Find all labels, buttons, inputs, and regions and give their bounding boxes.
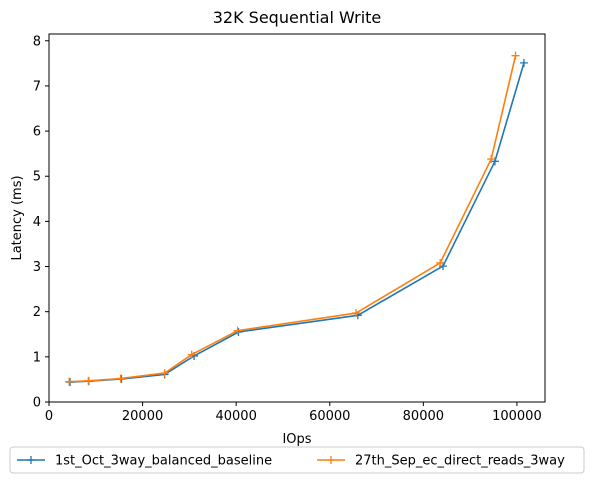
plot-frame [48, 33, 546, 403]
legend: 1st_Oct_3way_balanced_baseline 27th_Sep_e… [9, 446, 585, 474]
y-tick-label: 0 [33, 396, 41, 411]
data-point [233, 326, 242, 335]
data-point [160, 369, 169, 378]
y-tick-label: 8 [33, 34, 41, 49]
series-line-2 [68, 54, 517, 383]
x-tick-label: 100000 [492, 409, 542, 424]
y-axis-title: Latency (ms) [10, 175, 25, 260]
data-point [436, 258, 445, 267]
y-tick-label: 6 [33, 125, 41, 140]
x-tick-label: 20000 [122, 409, 163, 424]
data-point [351, 309, 360, 318]
data-point [511, 51, 520, 60]
x-tick-label: 60000 [309, 409, 350, 424]
data-point [487, 155, 496, 164]
y-tick-label: 3 [33, 260, 41, 275]
y-tick-label: 1 [33, 350, 41, 365]
y-tick-label: 5 [33, 170, 41, 185]
x-axis-title: IOps [282, 432, 311, 447]
x-tick-label: 40000 [215, 409, 256, 424]
plot-area: 0 20000 40000 60000 80000 100000 0 1 2 3 4 5 6 7 8 [33, 33, 546, 424]
x-tick-label: 0 [45, 409, 53, 424]
y-tick-label: 4 [33, 215, 41, 230]
x-tick-label: 80000 [403, 409, 444, 424]
data-point [65, 377, 74, 386]
legend-marker-1 [27, 456, 35, 464]
legend-label-1: 1st_Oct_3way_balanced_baseline [55, 454, 272, 469]
legend-label-2: 27th_Sep_ec_direct_reads_3way [355, 454, 565, 469]
data-point [187, 350, 196, 359]
y-tick-label: 7 [33, 79, 41, 94]
data-point [116, 374, 125, 383]
chart-title: 32K Sequential Write [213, 8, 382, 27]
data-point [519, 58, 528, 67]
legend-box [9, 446, 585, 474]
legend-marker-2 [327, 456, 335, 464]
data-point [84, 376, 93, 385]
y-tick-label: 2 [33, 305, 41, 320]
